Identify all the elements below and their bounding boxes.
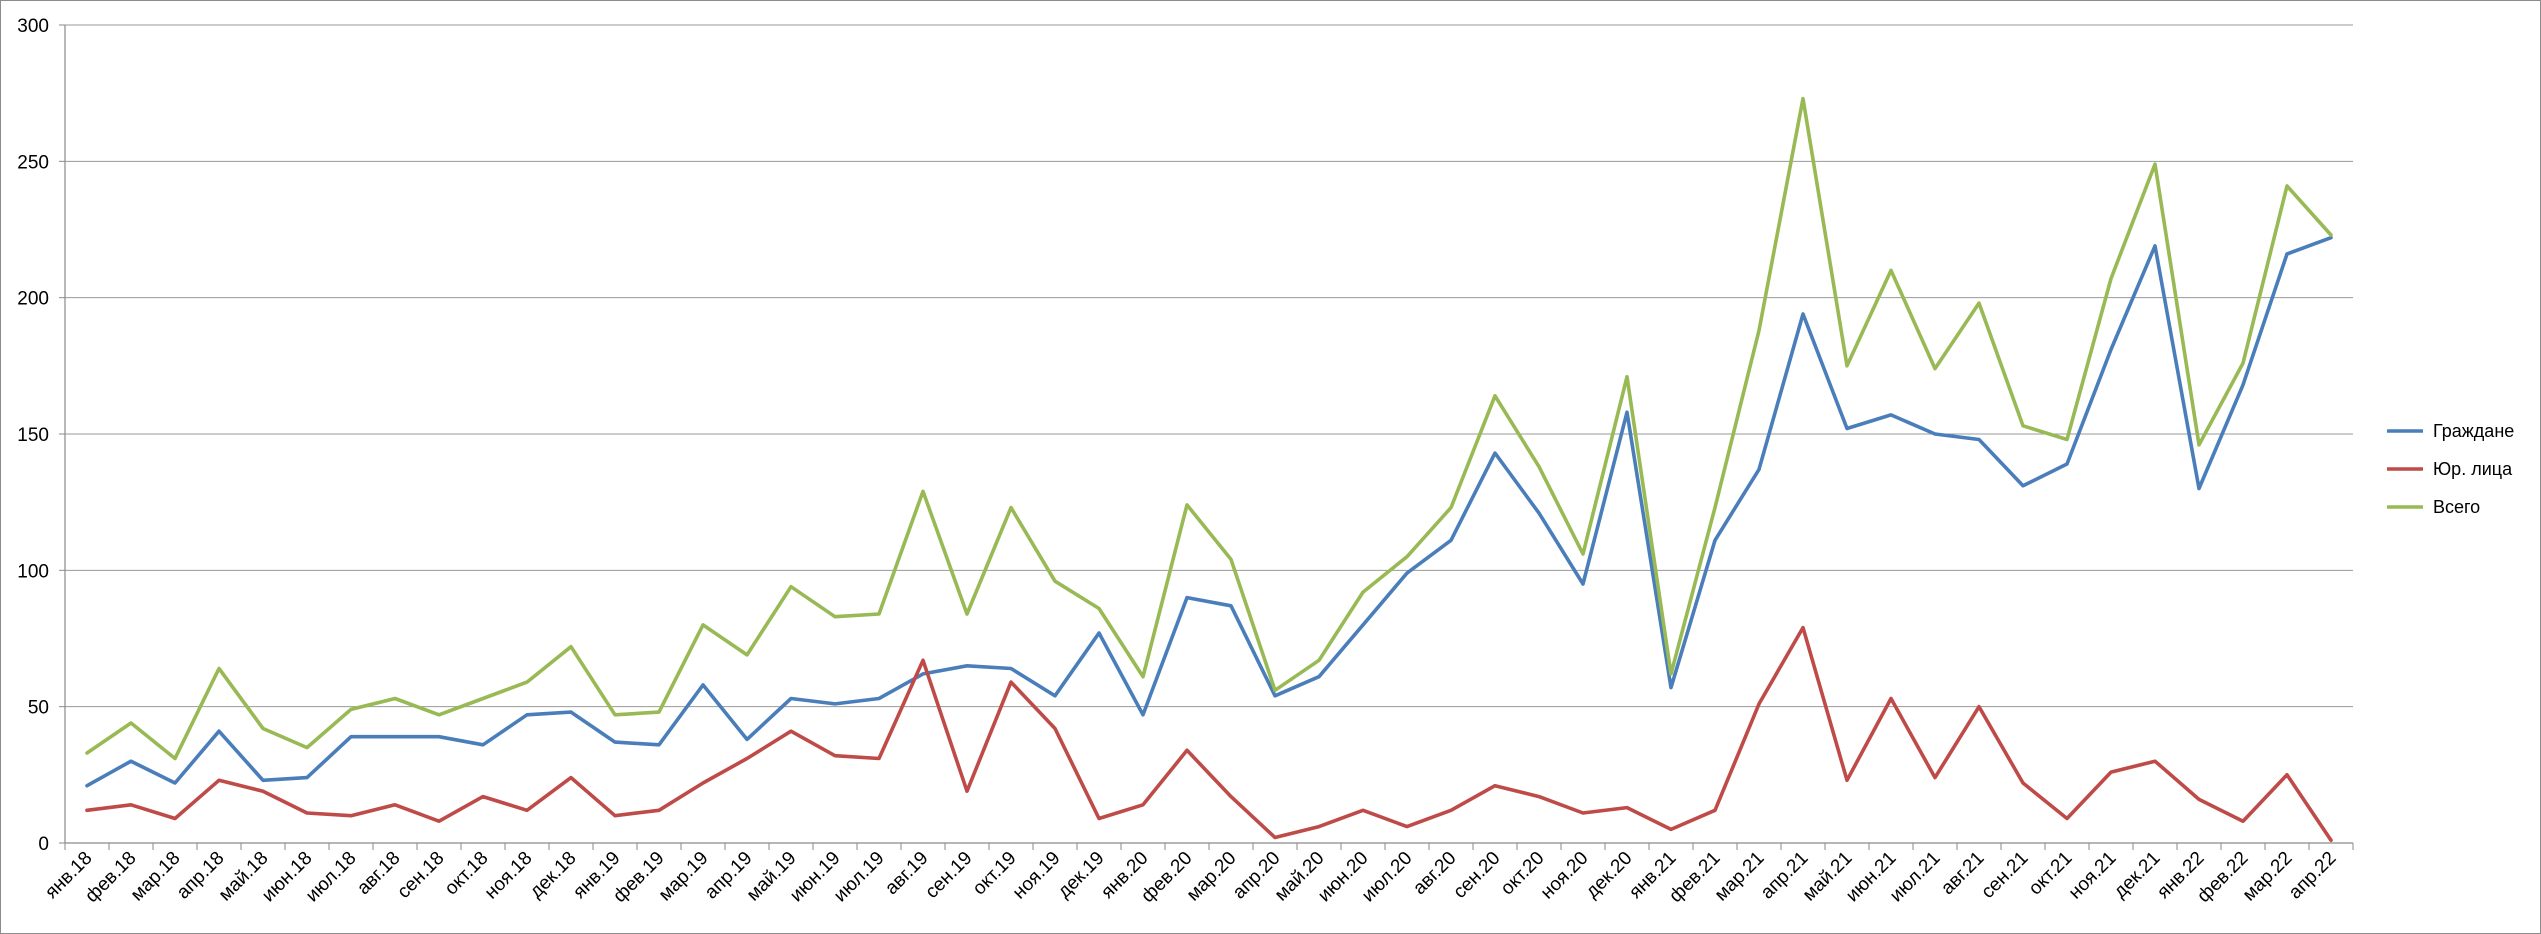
legend-entry-label: Всего bbox=[2433, 497, 2480, 517]
x-tick-label: сен.20 bbox=[1449, 848, 1504, 903]
x-tick-label: мар.21 bbox=[1711, 848, 1769, 906]
x-tick-label: ноя.19 bbox=[1009, 848, 1065, 904]
axes bbox=[59, 24, 2354, 850]
series-line-3 bbox=[85, 96, 2333, 761]
series-line-2 bbox=[85, 625, 2333, 843]
y-tick-label: 300 bbox=[17, 16, 49, 37]
legend: Граждане Юр. лица Всего bbox=[2387, 421, 2514, 517]
data-series bbox=[85, 96, 2333, 843]
x-tick-label: сен.19 bbox=[921, 848, 976, 903]
legend-entry-label: Граждане bbox=[2433, 421, 2514, 441]
x-tick-label: мар.20 bbox=[1183, 848, 1241, 906]
x-tick-label: апр.22 bbox=[2285, 848, 2341, 904]
x-tick-label: ноя.18 bbox=[481, 848, 537, 904]
x-tick-label: июл.19 bbox=[830, 848, 889, 907]
x-tick-label: дек.21 bbox=[2110, 848, 2165, 903]
y-tick-label: 200 bbox=[17, 289, 49, 310]
x-tick-label: мар.19 bbox=[655, 848, 713, 906]
x-tick-label: июл.20 bbox=[1358, 848, 1417, 907]
gridlines bbox=[65, 24, 2353, 708]
x-tick-label: июл.18 bbox=[302, 848, 361, 907]
y-tick-label: 250 bbox=[17, 152, 49, 173]
y-axis-tick-labels: 0 50 100 150 200 250 300 bbox=[17, 16, 49, 855]
series-line-1 bbox=[85, 235, 2333, 788]
x-tick-label: дек.19 bbox=[1054, 848, 1109, 903]
x-tick-label: июл.21 bbox=[1886, 848, 1945, 907]
x-tick-label: ноя.21 bbox=[2065, 848, 2121, 904]
x-tick-label: мар.18 bbox=[127, 848, 185, 906]
x-tick-label: дек.20 bbox=[1582, 848, 1637, 903]
y-tick-label: 150 bbox=[17, 425, 49, 446]
x-tick-label: ноя.20 bbox=[1537, 848, 1593, 904]
x-axis-tick-labels: янв.18фев.18мар.18апр.18май.18июн.18июл.… bbox=[41, 848, 2340, 907]
x-tick-label: сен.18 bbox=[393, 848, 448, 903]
legend-entry-label: Юр. лица bbox=[2433, 459, 2513, 479]
y-tick-label: 100 bbox=[17, 561, 49, 582]
x-tick-label: мар.22 bbox=[2239, 848, 2297, 906]
x-tick-label: сен.21 bbox=[1977, 848, 2032, 903]
x-tick-label: дек.18 bbox=[526, 848, 581, 903]
y-tick-label: 50 bbox=[28, 698, 49, 719]
y-tick-label: 0 bbox=[38, 834, 49, 855]
